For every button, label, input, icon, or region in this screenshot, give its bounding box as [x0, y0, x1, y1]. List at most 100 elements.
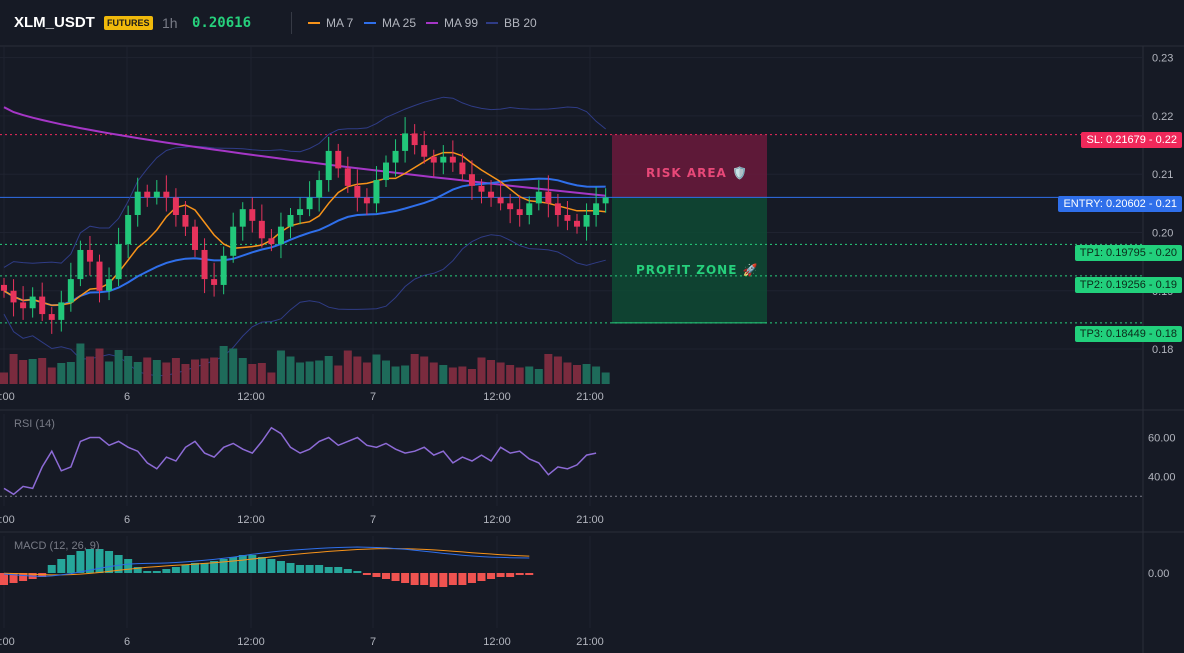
volume-bar [391, 366, 400, 384]
macd-histogram-bar [439, 573, 448, 587]
volume-bars [0, 343, 610, 384]
macd-histogram-bar [238, 555, 247, 573]
volume-bar [372, 354, 381, 384]
candle-body [39, 296, 46, 315]
volume-bar [296, 362, 305, 384]
macd-tick-label: 0.00 [1148, 568, 1169, 580]
macd-histogram-bar [448, 573, 457, 585]
macd-histogram-bar [105, 551, 114, 573]
volume-bar [401, 365, 410, 384]
macd-histogram-bar [191, 563, 199, 573]
candle-body [535, 191, 542, 204]
macd-histogram-bar [343, 569, 352, 573]
candle-body [602, 197, 609, 204]
volume-bar [343, 350, 352, 384]
volume-bar [429, 362, 438, 384]
legend-ma7[interactable]: MA 7 [308, 16, 353, 30]
volume-bar [305, 361, 314, 384]
candle-body [29, 296, 36, 309]
candles [1, 117, 609, 334]
candle-body [10, 290, 17, 303]
volume-bar [19, 360, 28, 384]
trade-zones [612, 134, 767, 324]
volume-bar [248, 364, 257, 384]
legend-bb20[interactable]: BB 20 [486, 16, 537, 30]
volume-bar [525, 366, 534, 384]
candle-body [497, 197, 504, 204]
macd-histogram-bar [401, 573, 410, 583]
macd-histogram-bar [229, 557, 238, 573]
candle-body [86, 249, 93, 262]
macd-histogram-bar [152, 571, 161, 573]
volume-bar [420, 356, 429, 384]
time-tick-label: 6 [124, 391, 130, 403]
volume-bar [66, 362, 75, 384]
rsi-panel [0, 426, 1143, 497]
candle-body [363, 197, 370, 204]
candle-body [383, 162, 389, 181]
symbol-name[interactable]: XLM_USDT [14, 14, 95, 31]
time-tick-label: 2:00 [0, 514, 15, 526]
volume-bar [477, 357, 486, 384]
macd-histogram-bar [353, 571, 362, 573]
volume-bar [582, 364, 591, 384]
ma7-line [3, 151, 606, 307]
volume-bar [496, 362, 505, 384]
volume-bar [124, 356, 133, 384]
candle-body [277, 226, 284, 245]
time-tick-label: 6 [124, 514, 130, 526]
candle-body [430, 156, 437, 163]
candle-body [96, 261, 103, 291]
volume-bar [47, 367, 56, 384]
volume-bar [448, 367, 457, 384]
macd-histogram-bar [200, 563, 209, 573]
bb-upper [3, 96, 607, 268]
candle-body [344, 168, 351, 186]
candle-body [306, 197, 313, 210]
candle-body [1, 284, 7, 291]
volume-bar [506, 365, 515, 384]
macd-histogram-bar [372, 573, 381, 577]
candle-body [58, 302, 65, 320]
macd-histogram-bar [219, 559, 228, 573]
price-tick-label: 0.21 [1152, 169, 1173, 181]
time-tick-label: 21:00 [576, 636, 604, 648]
candle-body [297, 209, 304, 215]
candle-body [192, 226, 198, 250]
volume-bar [439, 365, 448, 384]
macd-histogram-bar [95, 549, 104, 573]
volume-bar [200, 358, 209, 384]
volume-bar [544, 354, 553, 384]
macd-histogram-bar [458, 573, 467, 585]
tp1-tag: TP1: 0.19795 - 0.20 [1074, 245, 1182, 261]
entry-tag: ENTRY: 0.20602 - 0.21 [1058, 196, 1182, 212]
sl-tag: SL: 0.21679 - 0.22 [1081, 132, 1182, 148]
candle-body [583, 215, 590, 227]
macd-histogram-bar [19, 573, 28, 581]
volume-bar [38, 358, 47, 384]
time-tick-label: 12:00 [483, 514, 511, 526]
macd-signal-line [3, 548, 530, 576]
candle-body [268, 238, 275, 245]
legend-ma25[interactable]: MA 25 [364, 16, 416, 30]
profit-zone-label: PROFIT ZONE 🚀 [636, 263, 759, 277]
candle-body [478, 185, 485, 192]
risk-area [612, 134, 767, 198]
timeframe-selector[interactable]: 1h [162, 15, 178, 31]
volume-bar [382, 360, 390, 384]
candle-body [554, 203, 561, 215]
volume-bar [362, 362, 371, 384]
bb20-swatch [486, 22, 498, 24]
macd-histogram-bar [76, 551, 85, 573]
price-tick-label: 0.23 [1152, 53, 1173, 65]
volume-bar [515, 367, 524, 384]
time-tick-label: 12:00 [483, 636, 511, 648]
volume-bar [133, 362, 142, 384]
ma7-swatch [308, 22, 320, 24]
candle-body [421, 145, 428, 157]
candle-body [335, 150, 342, 169]
tp3-tag: TP3: 0.18449 - 0.18 [1074, 326, 1182, 342]
macd-histogram-bar [85, 549, 94, 573]
legend-ma99[interactable]: MA 99 [426, 16, 478, 30]
